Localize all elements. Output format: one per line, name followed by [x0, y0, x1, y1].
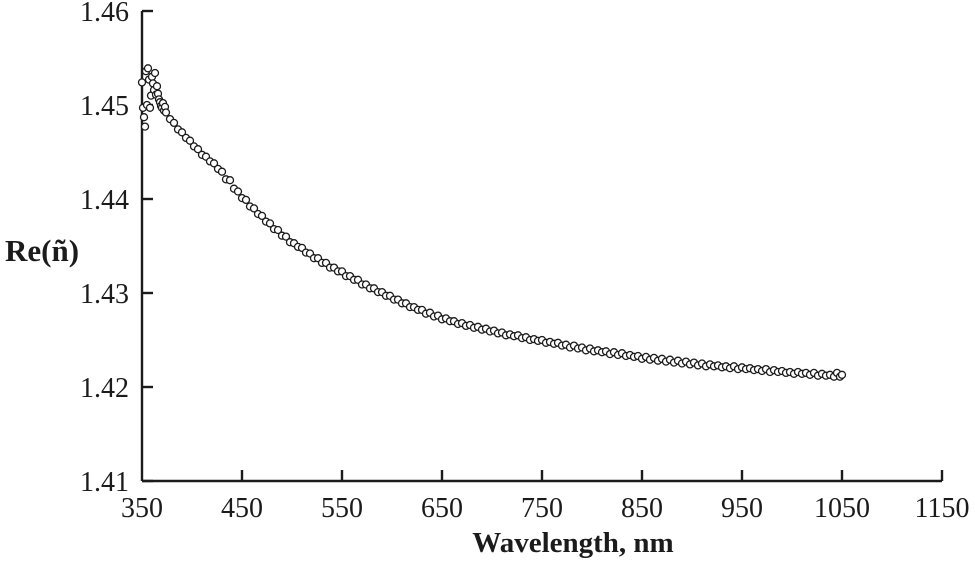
data-point: [140, 122, 150, 131]
x-tick-label: 1050: [814, 493, 870, 524]
data-point: [225, 176, 235, 185]
y-tick-label: 1.44: [80, 185, 129, 216]
data-point: [139, 113, 149, 122]
data-point: [193, 145, 203, 154]
data-point: [145, 103, 155, 112]
data-point: [233, 187, 243, 196]
data-point: [169, 118, 179, 128]
y-tick-label: 1.45: [80, 91, 129, 122]
y-tick-label: 1.41: [80, 467, 129, 498]
y-tick-label: 1.46: [80, 0, 129, 28]
data-point: [241, 195, 251, 205]
data-point: [249, 204, 259, 213]
data-point: [185, 136, 195, 145]
data-point: [209, 159, 219, 168]
x-tick-label: 1150: [915, 493, 970, 524]
data-point: [837, 370, 847, 379]
x-tick-label: 750: [521, 493, 563, 524]
x-tick-label: 950: [721, 493, 763, 524]
data-point: [265, 219, 275, 228]
x-axis-title: Wavelength, nm: [472, 527, 674, 559]
data-point: [217, 167, 227, 176]
x-tick-label: 350: [121, 493, 163, 524]
data-point: [137, 78, 147, 87]
data-point: [161, 108, 171, 117]
x-tick-label: 550: [321, 493, 363, 524]
data-point: [150, 68, 160, 78]
data-point: [281, 232, 291, 241]
y-tick-label: 1.43: [80, 279, 129, 310]
data-point: [143, 64, 153, 73]
y-axis-title: Re(ñ): [5, 233, 80, 268]
y-tick-label: 1.42: [80, 373, 129, 404]
x-tick-label: 850: [621, 493, 663, 524]
data-point: [257, 211, 267, 221]
x-tick-label: 650: [421, 493, 463, 524]
data-point: [273, 225, 283, 235]
data-point: [152, 82, 162, 91]
x-tick-label: 450: [221, 493, 263, 524]
data-point: [177, 128, 187, 137]
